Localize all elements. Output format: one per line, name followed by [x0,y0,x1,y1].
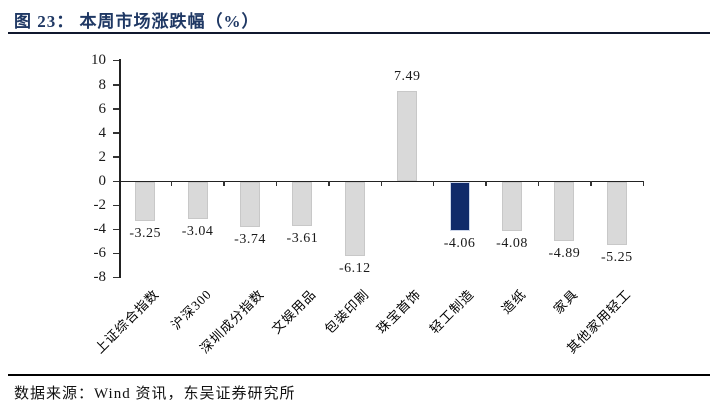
y-axis-tick-mark [113,132,119,134]
bar-value-label: -3.25 [129,226,162,242]
bar [292,182,313,226]
footer-divider-line [8,374,710,376]
x-axis-category-label: 文娱用品 [269,286,320,337]
bar-value-label: -3.04 [181,223,214,239]
x-axis-category-label: 轻工制造 [426,286,477,337]
bar [187,182,208,219]
y-axis-tick-mark [113,108,119,110]
y-axis-tick-mark [113,276,119,279]
y-axis-tick-label: 0 [98,173,107,189]
bar-value-label: -3.61 [286,230,319,246]
bar-value-label: 7.49 [393,68,421,84]
x-axis-tick-mark [275,181,278,186]
y-axis-tick-mark [113,252,119,255]
bar-value-label: -4.89 [548,245,581,261]
y-axis-tick-label: 2 [98,148,107,165]
x-axis-tick-mark [537,181,540,186]
y-axis-tick-label: -8 [93,269,107,286]
bar [240,182,260,228]
x-axis-category-label: 包装印刷 [321,286,372,337]
y-axis-tick-label: -6 [93,245,107,262]
y-axis-tick-label: 8 [98,76,107,93]
x-axis-category-label: 沪深300 [168,286,215,333]
x-axis-category-label: 上证综合指数 [92,286,163,357]
bar [397,90,418,181]
x-axis-tick-mark [328,181,330,186]
y-axis-tick-mark [113,84,119,86]
y-axis-tick-label: 6 [98,100,107,117]
y-axis-line [119,59,121,279]
y-axis-tick-label: -2 [93,197,107,214]
y-axis-tick-label: -4 [93,221,107,238]
y-axis-tick-mark [113,180,119,182]
bar-value-label: -4.08 [496,236,528,252]
bar [554,182,575,241]
x-axis-tick-mark [590,181,592,186]
bar-value-label: -6.12 [338,260,371,276]
x-axis-category-label: 造纸 [498,286,529,317]
x-axis-category-label: 家具 [550,286,582,317]
bar-highlighted [449,182,470,231]
bar-value-label: -4.06 [443,235,476,251]
x-axis-tick-mark [170,181,173,186]
x-axis-tick-mark [432,181,435,186]
bar-value-label: -3.74 [234,232,266,248]
x-axis-tick-mark [642,181,644,186]
title-divider-line [8,32,710,34]
y-axis-tick-mark [113,59,119,62]
y-axis-tick-mark [113,228,119,231]
y-axis-tick-mark [113,156,119,158]
bar [502,182,522,232]
x-axis-tick-mark [485,181,487,186]
y-axis-tick-label: 4 [98,124,107,141]
bar [606,182,627,246]
data-source-note: 数据来源：Wind 资讯，东吴证券研究所 [14,386,296,402]
x-axis-category-label: 珠宝首饰 [373,286,425,337]
bar [135,182,156,222]
bar [344,182,365,256]
chart-figure-title: 图 23： 本周市场涨跌幅（%） [14,12,260,31]
x-axis-tick-mark [223,181,225,186]
y-axis-tick-label: 10 [91,52,106,69]
y-axis-tick-mark [113,204,119,207]
bar-value-label: -5.25 [600,250,633,266]
x-axis-tick-mark [380,181,382,186]
